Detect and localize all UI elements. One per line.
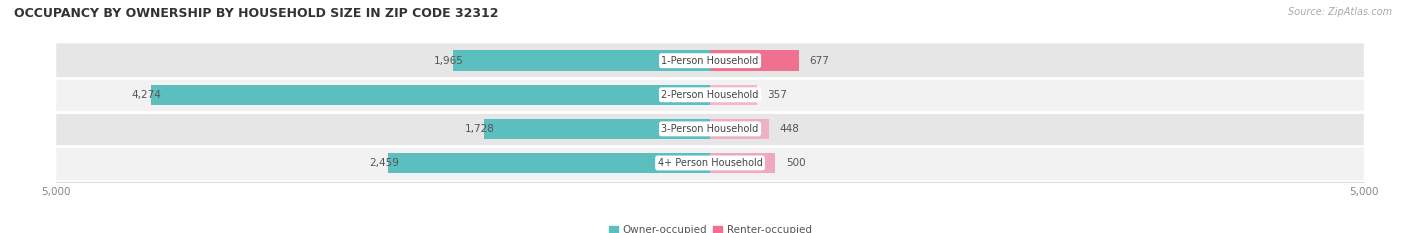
Text: OCCUPANCY BY OWNERSHIP BY HOUSEHOLD SIZE IN ZIP CODE 32312: OCCUPANCY BY OWNERSHIP BY HOUSEHOLD SIZE… <box>14 7 499 20</box>
Bar <box>152 85 710 105</box>
Text: Source: ZipAtlas.com: Source: ZipAtlas.com <box>1288 7 1392 17</box>
Legend: Owner-occupied, Renter-occupied: Owner-occupied, Renter-occupied <box>605 221 815 233</box>
FancyBboxPatch shape <box>56 43 1364 78</box>
Text: 448: 448 <box>779 124 799 134</box>
Text: 1,728: 1,728 <box>464 124 495 134</box>
Text: 1,965: 1,965 <box>433 56 464 66</box>
Text: 4,274: 4,274 <box>132 90 162 100</box>
Text: 357: 357 <box>768 90 787 100</box>
Bar <box>710 153 776 173</box>
FancyBboxPatch shape <box>56 146 1364 180</box>
Text: 677: 677 <box>808 56 830 66</box>
Text: 4+ Person Household: 4+ Person Household <box>658 158 762 168</box>
Bar <box>388 153 710 173</box>
Bar <box>710 119 769 139</box>
Bar <box>710 85 756 105</box>
FancyBboxPatch shape <box>56 112 1364 146</box>
Bar <box>453 51 710 71</box>
Bar <box>484 119 710 139</box>
FancyBboxPatch shape <box>56 77 1364 112</box>
Text: 500: 500 <box>786 158 806 168</box>
Text: 2-Person Household: 2-Person Household <box>661 90 759 100</box>
Text: 3-Person Household: 3-Person Household <box>661 124 759 134</box>
Text: 1-Person Household: 1-Person Household <box>661 56 759 66</box>
Bar <box>710 51 799 71</box>
Text: 2,459: 2,459 <box>370 158 399 168</box>
